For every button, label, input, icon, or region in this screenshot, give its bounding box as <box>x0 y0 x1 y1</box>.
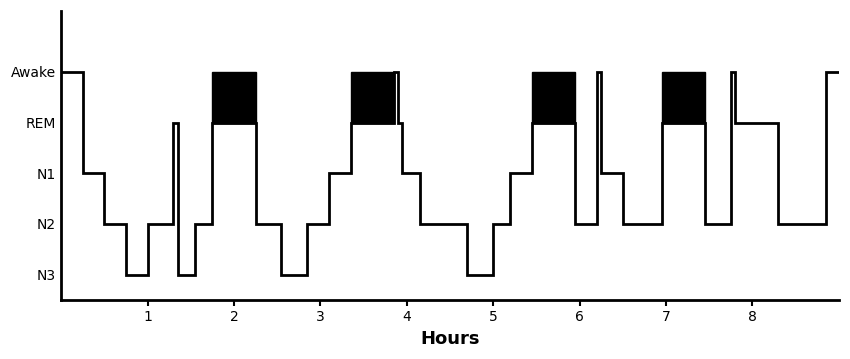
Bar <box>350 72 394 122</box>
Bar <box>532 72 575 122</box>
Bar <box>212 72 256 122</box>
X-axis label: Hours: Hours <box>420 330 479 348</box>
Bar <box>662 72 705 122</box>
